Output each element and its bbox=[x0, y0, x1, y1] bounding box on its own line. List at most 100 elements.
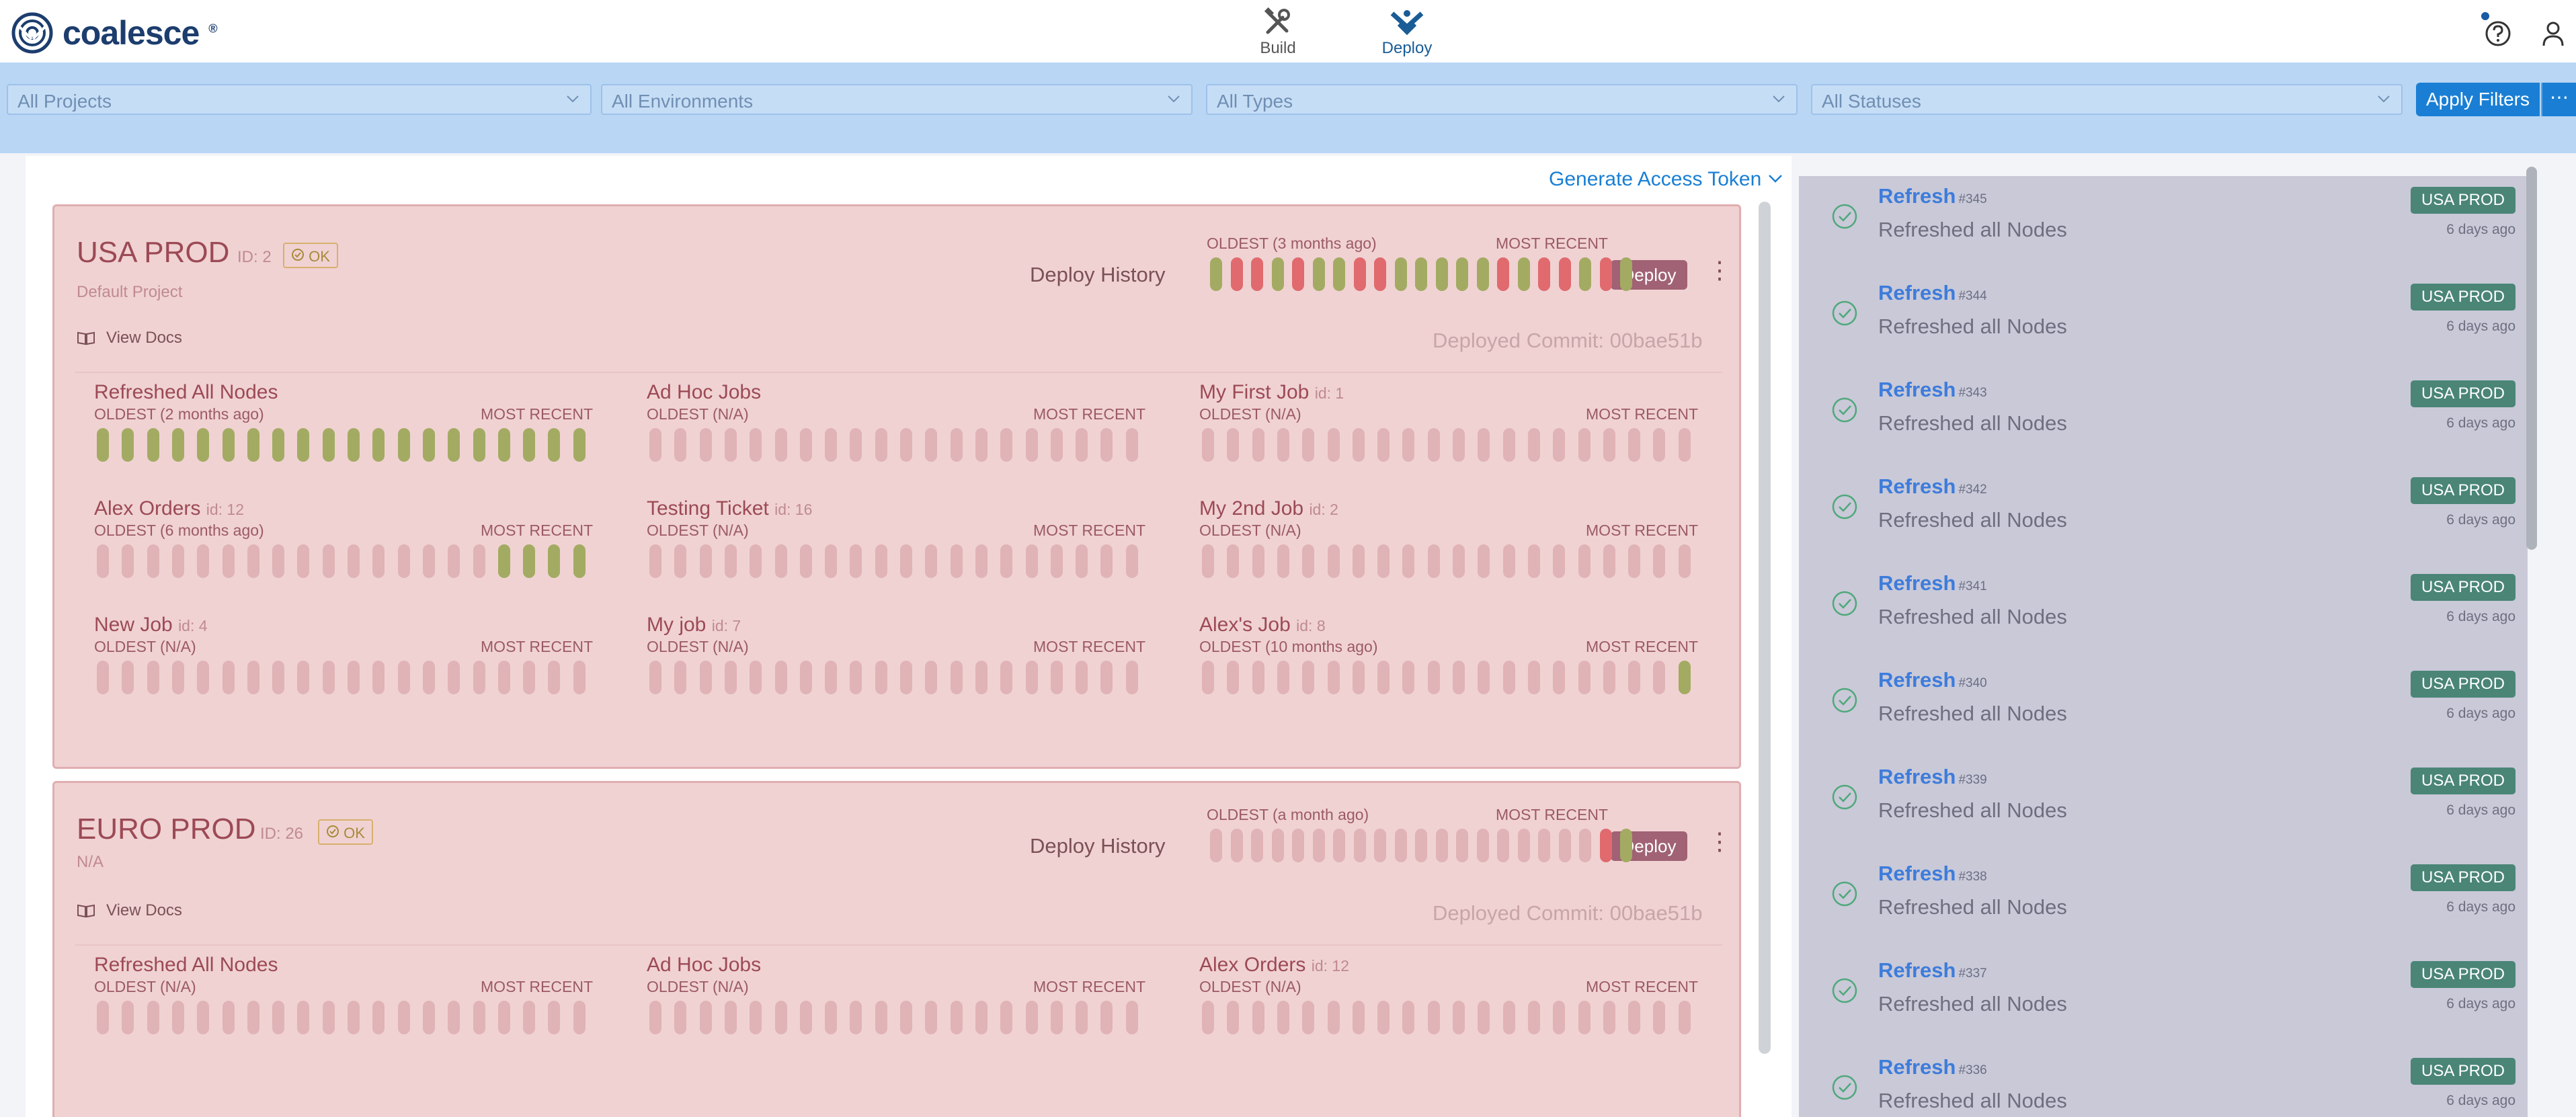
job-run-bar[interactable] bbox=[397, 661, 410, 694]
deploy-history-bar[interactable] bbox=[1271, 257, 1284, 291]
job-run-bar[interactable] bbox=[473, 428, 485, 462]
job-run-bar[interactable] bbox=[699, 661, 712, 694]
job-run-bar[interactable] bbox=[850, 544, 862, 578]
job-run-bar[interactable] bbox=[825, 428, 838, 462]
job-run-bar[interactable] bbox=[1527, 1001, 1540, 1034]
job-run-bar[interactable] bbox=[1603, 661, 1615, 694]
job-run-bar[interactable] bbox=[147, 661, 159, 694]
job-run-bar[interactable] bbox=[348, 661, 360, 694]
job-run-bar[interactable] bbox=[1327, 1001, 1340, 1034]
run-item[interactable]: Refresh #340 Refreshed all Nodes USA PROD 6 … bbox=[1799, 663, 2528, 759]
job-run-bar[interactable] bbox=[1427, 428, 1440, 462]
job-run-bar[interactable] bbox=[523, 544, 536, 578]
job-run-bar[interactable] bbox=[975, 428, 988, 462]
job-run-bar[interactable] bbox=[1227, 428, 1240, 462]
deploy-history-bar[interactable] bbox=[1620, 257, 1632, 291]
job-run-bar[interactable] bbox=[322, 428, 335, 462]
job-run-bar[interactable] bbox=[975, 661, 988, 694]
job-run-bar[interactable] bbox=[825, 661, 838, 694]
more-options-icon[interactable]: ⋮ bbox=[1707, 827, 1732, 855]
job-run-bar[interactable] bbox=[1427, 661, 1440, 694]
job-run-bar[interactable] bbox=[825, 544, 838, 578]
job-run-bar[interactable] bbox=[1352, 661, 1365, 694]
job-run-bar[interactable] bbox=[222, 1001, 235, 1034]
job-run-bar[interactable] bbox=[975, 544, 988, 578]
run-title-link[interactable]: Refresh #338 bbox=[1878, 862, 1987, 886]
job-run-bar[interactable] bbox=[1402, 544, 1415, 578]
job-run-bar[interactable] bbox=[1100, 544, 1113, 578]
job-run-bar[interactable] bbox=[925, 1001, 938, 1034]
job-run-bar[interactable] bbox=[1076, 428, 1088, 462]
job-run-bar[interactable] bbox=[1478, 1001, 1490, 1034]
deploy-history-bar[interactable] bbox=[1435, 257, 1448, 291]
job-run-bar[interactable] bbox=[1000, 1001, 1013, 1034]
job-run-bar[interactable] bbox=[1402, 428, 1415, 462]
job-run-bar[interactable] bbox=[1578, 428, 1591, 462]
job-item[interactable]: Alex Orders id: 12 OLDEST (6 months ago) M… bbox=[94, 497, 593, 579]
job-run-bar[interactable] bbox=[97, 661, 109, 694]
job-run-bar[interactable] bbox=[1000, 661, 1013, 694]
deploy-history-bar[interactable] bbox=[1394, 829, 1407, 862]
job-run-bar[interactable] bbox=[171, 544, 184, 578]
job-run-bar[interactable] bbox=[1125, 544, 1138, 578]
job-run-bar[interactable] bbox=[875, 661, 887, 694]
job-run-bar[interactable] bbox=[1478, 544, 1490, 578]
projects-filter[interactable]: All Projects bbox=[7, 84, 592, 115]
job-run-bar[interactable] bbox=[147, 428, 159, 462]
job-run-bar[interactable] bbox=[573, 1001, 586, 1034]
job-run-bar[interactable] bbox=[422, 544, 435, 578]
job-run-bar[interactable] bbox=[97, 544, 109, 578]
job-run-bar[interactable] bbox=[875, 544, 887, 578]
job-run-bar[interactable] bbox=[900, 1001, 912, 1034]
job-run-bar[interactable] bbox=[774, 428, 787, 462]
job-run-bar[interactable] bbox=[1678, 428, 1691, 462]
job-run-bar[interactable] bbox=[950, 428, 963, 462]
job-run-bar[interactable] bbox=[925, 661, 938, 694]
deploy-history-bar[interactable] bbox=[1476, 829, 1489, 862]
job-run-bar[interactable] bbox=[1327, 544, 1340, 578]
job-run-bar[interactable] bbox=[1603, 428, 1615, 462]
job-run-bar[interactable] bbox=[1076, 661, 1088, 694]
user-icon[interactable] bbox=[2541, 20, 2565, 47]
job-run-bar[interactable] bbox=[900, 544, 912, 578]
job-run-bar[interactable] bbox=[497, 544, 510, 578]
job-item[interactable]: Ad Hoc Jobs OLDEST (N/A) MOST RECENT bbox=[647, 954, 1145, 1036]
job-run-bar[interactable] bbox=[774, 1001, 787, 1034]
deploy-history-bar[interactable] bbox=[1456, 829, 1468, 862]
job-run-bar[interactable] bbox=[1327, 428, 1340, 462]
job-run-bar[interactable] bbox=[1502, 1001, 1515, 1034]
deploy-history-bar[interactable] bbox=[1476, 257, 1489, 291]
job-run-bar[interactable] bbox=[1100, 1001, 1113, 1034]
job-run-bar[interactable] bbox=[1402, 661, 1415, 694]
job-run-bar[interactable] bbox=[1678, 1001, 1691, 1034]
run-item[interactable]: Refresh #345 Refreshed all Nodes USA PROD 6 … bbox=[1799, 179, 2528, 276]
job-run-bar[interactable] bbox=[548, 1001, 561, 1034]
job-run-bar[interactable] bbox=[1578, 544, 1591, 578]
job-run-bar[interactable] bbox=[122, 661, 134, 694]
job-run-bar[interactable] bbox=[1453, 1001, 1465, 1034]
job-run-bar[interactable] bbox=[750, 544, 762, 578]
job-run-bar[interactable] bbox=[297, 1001, 310, 1034]
job-run-bar[interactable] bbox=[649, 661, 661, 694]
job-run-bar[interactable] bbox=[272, 1001, 285, 1034]
deploy-history-bar[interactable] bbox=[1538, 829, 1550, 862]
job-run-bar[interactable] bbox=[1502, 544, 1515, 578]
job-run-bar[interactable] bbox=[1050, 428, 1063, 462]
job-run-bar[interactable] bbox=[1252, 428, 1264, 462]
job-run-bar[interactable] bbox=[1100, 661, 1113, 694]
deploy-history-bar[interactable] bbox=[1312, 829, 1325, 862]
job-run-bar[interactable] bbox=[171, 661, 184, 694]
job-run-bar[interactable] bbox=[649, 428, 661, 462]
job-run-bar[interactable] bbox=[1352, 544, 1365, 578]
job-run-bar[interactable] bbox=[97, 428, 109, 462]
job-run-bar[interactable] bbox=[724, 428, 737, 462]
job-run-bar[interactable] bbox=[900, 428, 912, 462]
job-run-bar[interactable] bbox=[1025, 544, 1038, 578]
job-run-bar[interactable] bbox=[247, 1001, 259, 1034]
job-run-bar[interactable] bbox=[1000, 428, 1013, 462]
environments-filter[interactable]: All Environments bbox=[601, 84, 1193, 115]
job-run-bar[interactable] bbox=[1377, 428, 1390, 462]
run-title-link[interactable]: Refresh #343 bbox=[1878, 378, 1987, 402]
job-run-bar[interactable] bbox=[372, 544, 385, 578]
more-options-icon[interactable]: ⋮ bbox=[1707, 256, 1732, 284]
